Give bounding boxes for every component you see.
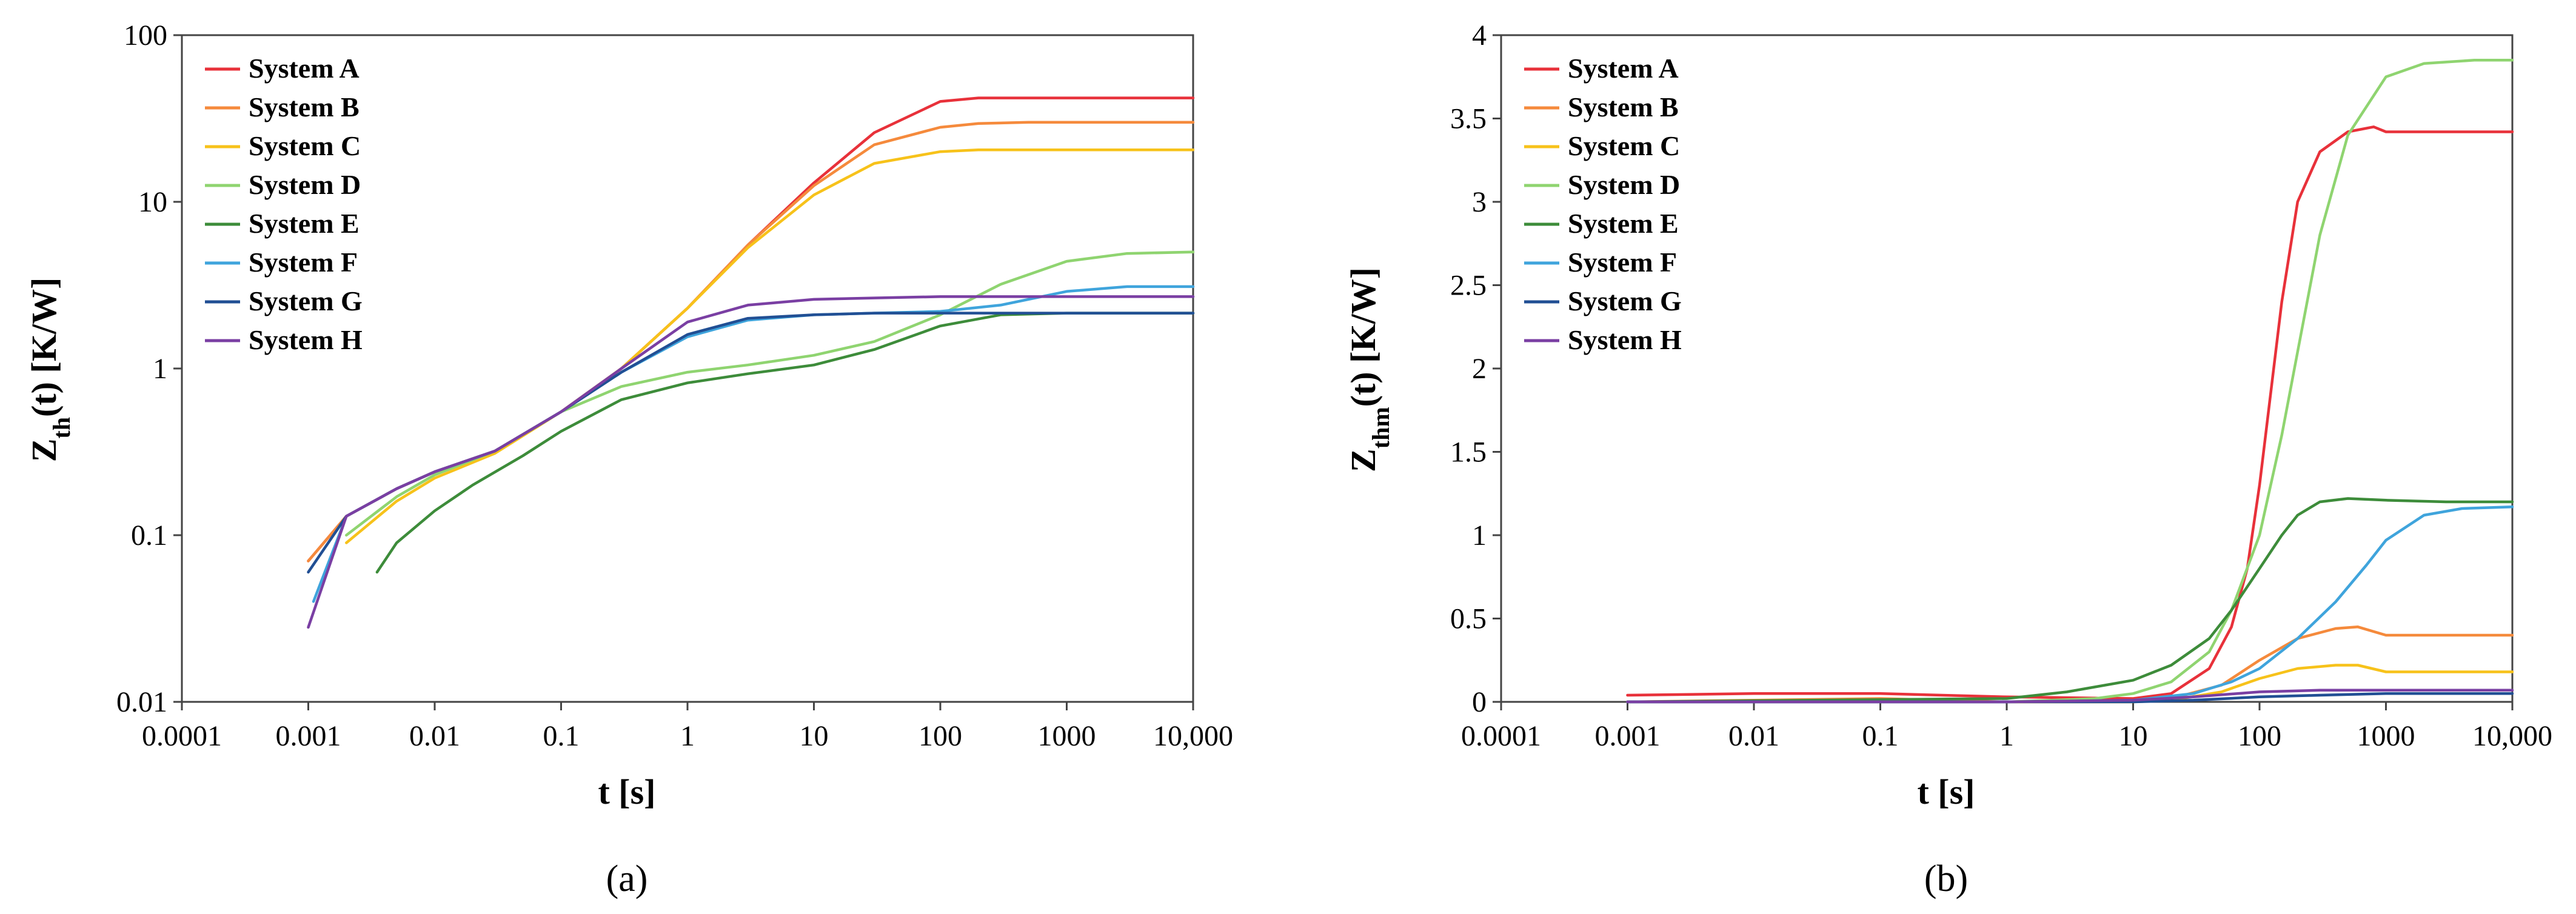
x-tick-label: 10,000 <box>1153 720 1233 752</box>
x-tick-label: 10 <box>2119 720 2148 752</box>
legend-label-system-h: System H <box>1568 324 1682 355</box>
panel-b-label: (b) <box>1924 858 1968 899</box>
panel-b-series <box>1626 59 2514 704</box>
series-line-system-h <box>307 295 1195 629</box>
series-line-system-d <box>1626 59 2514 704</box>
series-line-system-e <box>1626 497 2514 704</box>
x-tick-label: 0.001 <box>276 720 341 752</box>
series-line-system-c <box>345 148 1195 544</box>
series-line-system-a <box>1626 125 2514 700</box>
legend-label-system-a: System A <box>1568 53 1679 84</box>
panel-a-series <box>307 96 1195 629</box>
legend-label-system-f: System F <box>249 247 358 278</box>
y-tick-label: 0 <box>1472 686 1487 718</box>
x-tick-label: 100 <box>918 720 962 752</box>
legend-label-system-h: System H <box>249 324 363 355</box>
x-tick-label: 100 <box>2238 720 2281 752</box>
y-tick-label: 0.5 <box>1450 603 1487 635</box>
y-tick-label: 1 <box>1472 519 1487 552</box>
panel-a-x-ticks: 0.0001 0.001 0.01 0.1 1 10 100 1000 10,000 <box>142 702 1233 752</box>
panel-b-x-ticks: 0.0001 0.001 0.01 0.1 1 10 100 1000 10,000 <box>1461 702 2552 752</box>
legend-label-system-b: System B <box>1568 92 1679 122</box>
panel-a-label: (a) <box>606 858 648 899</box>
y-tick-label: 2 <box>1472 353 1487 385</box>
x-tick-label: 1 <box>1999 720 2014 752</box>
panel-a-legend: System A System B System C System D System E… <box>205 53 363 355</box>
y-tick-label: 10 <box>138 186 167 218</box>
legend-label-system-f: System F <box>1568 247 1677 278</box>
x-tick-label: 10,000 <box>2472 720 2552 752</box>
y-tick-label: 1.5 <box>1450 436 1487 469</box>
y-tick-label: 1 <box>153 353 167 385</box>
x-tick-label: 0.1 <box>1862 720 1899 752</box>
x-tick-label: 0.001 <box>1595 720 1661 752</box>
legend-label-system-e: System E <box>1568 208 1679 239</box>
series-line-system-g <box>307 312 1195 574</box>
series-line-system-e <box>375 312 1195 574</box>
series-line-system-f <box>312 285 1195 603</box>
legend-label-system-c: System C <box>249 130 361 161</box>
legend-label-system-g: System G <box>1568 285 1682 316</box>
panel-a-x-axis-label: t [s] <box>598 772 655 812</box>
panel-a: 0.01 0.1 1 10 100 0.0001 0.001 0.01 0.1 1 10 100 10… <box>24 19 1233 899</box>
series-line-system-h <box>1626 689 2514 704</box>
legend-label-system-c: System C <box>1568 130 1680 161</box>
x-tick-label: 0.0001 <box>1461 720 1541 752</box>
y-tick-label: 3 <box>1472 186 1487 218</box>
y-tick-label: 2.5 <box>1450 270 1487 302</box>
x-tick-label: 0.0001 <box>142 720 222 752</box>
x-tick-label: 0.01 <box>1728 720 1779 752</box>
x-tick-label: 1 <box>680 720 695 752</box>
panel-b-x-axis-label: t [s] <box>1917 772 1975 812</box>
y-tick-label: 4 <box>1472 19 1487 52</box>
legend-label-system-b: System B <box>249 92 360 122</box>
x-tick-label: 1000 <box>2357 720 2415 752</box>
series-line-system-a <box>307 96 1195 562</box>
panel-b-y-ticks: 0 0.5 1 1.5 2 2.5 3 3.5 4 <box>1450 19 1501 718</box>
legend-label-system-e: System E <box>249 208 360 239</box>
series-line-system-b <box>307 121 1195 562</box>
series-line-system-f <box>1626 505 2514 704</box>
y-tick-label: 0.01 <box>116 686 167 718</box>
panel-a-y-axis-label: Zth(t) [K/W] <box>24 278 75 462</box>
legend-label-system-g: System G <box>249 285 363 316</box>
x-tick-label: 0.1 <box>543 720 580 752</box>
legend-label-system-d: System D <box>1568 169 1680 200</box>
legend-label-system-a: System A <box>249 53 360 84</box>
x-tick-label: 1000 <box>1038 720 1096 752</box>
panel-b: 0 0.5 1 1.5 2 2.5 3 3.5 4 0.0001 0.001 0.01 0.1 1 10 1… <box>1343 19 2552 899</box>
x-tick-label: 0.01 <box>409 720 460 752</box>
y-tick-label: 3.5 <box>1450 103 1487 135</box>
y-tick-label: 100 <box>124 19 167 52</box>
panel-b-y-axis-label: Zthm(t) [K/W] <box>1343 267 1394 472</box>
panel-b-legend: System A System B System C System D System E… <box>1524 53 1682 355</box>
legend-label-system-d: System D <box>249 169 361 200</box>
x-tick-label: 10 <box>800 720 829 752</box>
series-line-system-d <box>345 250 1195 537</box>
y-tick-label: 0.1 <box>131 519 167 552</box>
panel-a-y-ticks: 0.01 0.1 1 10 100 <box>116 19 182 718</box>
